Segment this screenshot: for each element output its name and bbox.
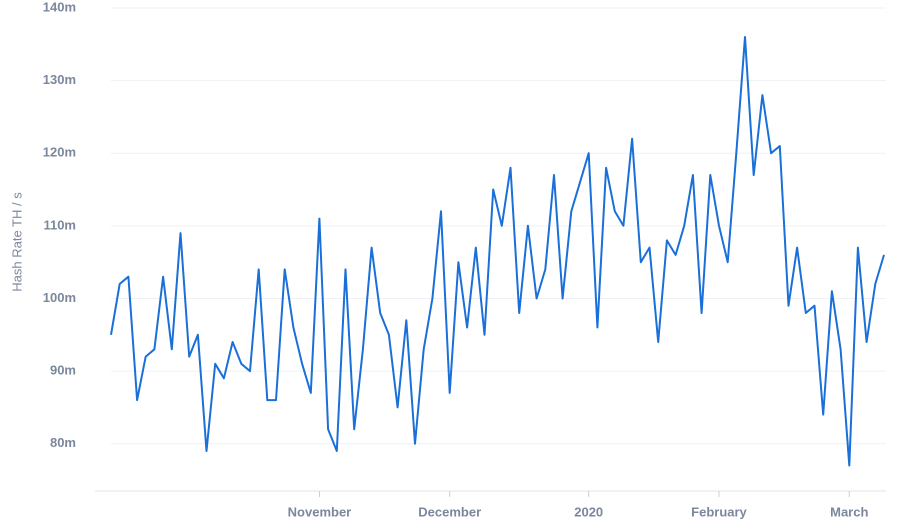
y-tick-label: 130m [43,72,76,87]
x-tick-label: November [288,504,352,519]
y-tick-label: 120m [43,145,76,160]
y-tick-label: 100m [43,290,76,305]
y-tick-label: 110m [43,217,76,232]
x-tick-label: December [418,504,481,519]
y-tick-label: 90m [50,363,76,378]
x-tick-label: March [830,504,868,519]
x-tick-label: February [691,504,747,519]
y-tick-label: 80m [50,435,76,450]
y-tick-label: 140m [43,0,76,14]
line-series [110,36,885,467]
x-tick-label: 2020 [574,504,603,519]
y-axis-label: Hash Rate TH / s [9,192,24,292]
